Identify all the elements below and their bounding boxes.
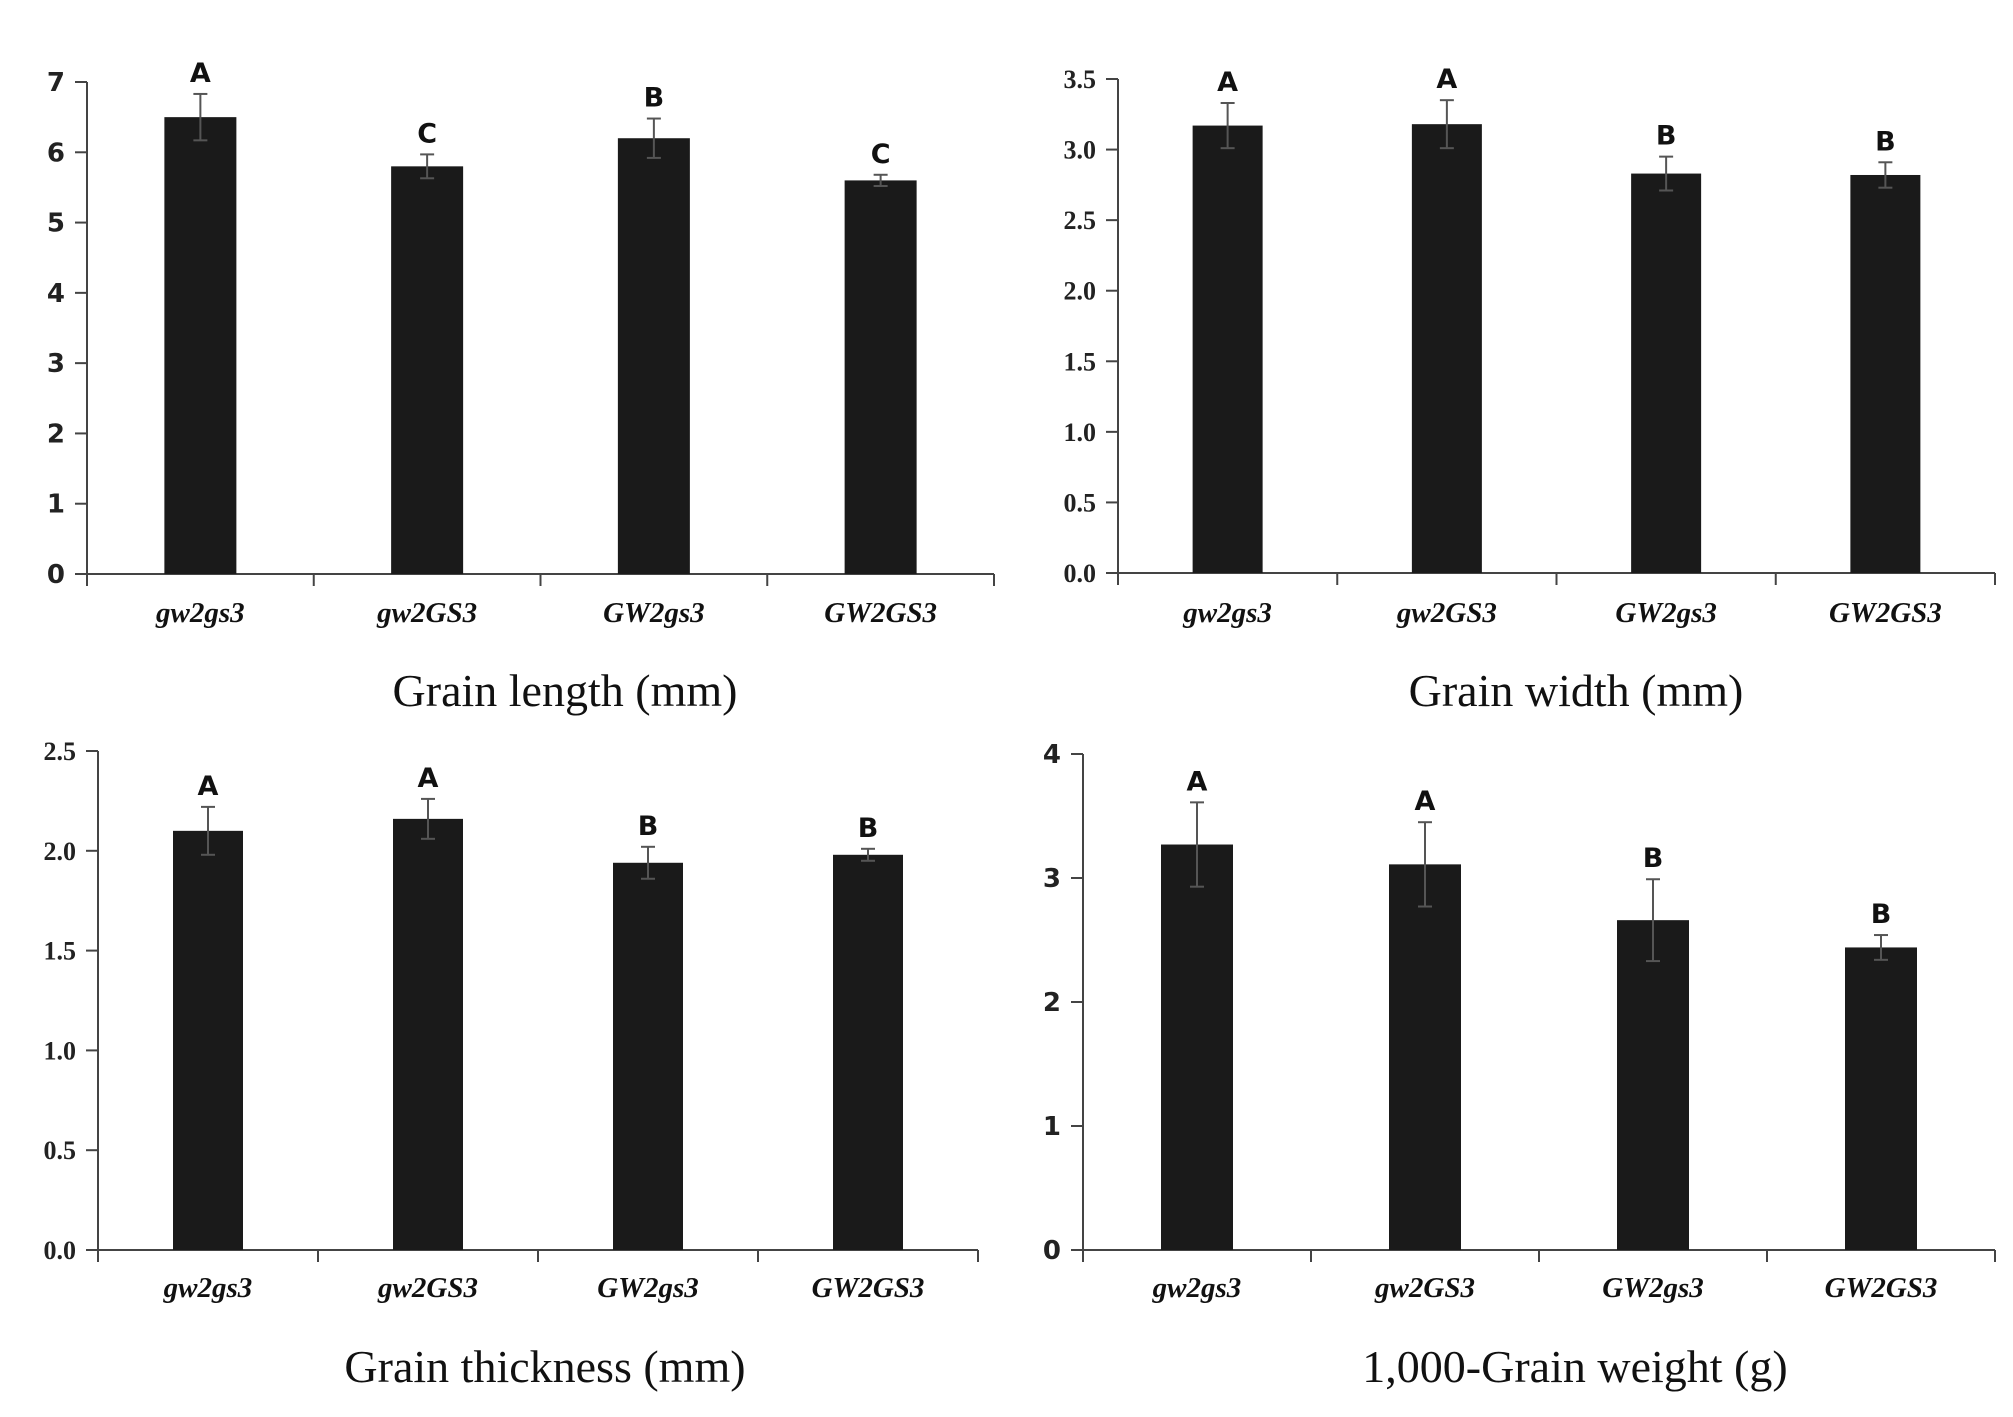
bar-gw2GS3: [391, 166, 464, 575]
significance-letter: A: [1436, 64, 1457, 95]
significance-letter: B: [1871, 899, 1892, 930]
significance-letter: B: [638, 811, 659, 842]
y-tick-label: 1: [1043, 1112, 1061, 1142]
bar-gw2GS3: [1411, 124, 1482, 573]
significance-letter: B: [1656, 121, 1677, 152]
significance-letter: C: [417, 118, 437, 149]
significance-letter: B: [644, 83, 665, 114]
significance-letter: C: [871, 139, 891, 170]
bar-GW2GS3: [1845, 947, 1917, 1250]
significance-letter: A: [198, 771, 219, 802]
y-tick-label: 2.0: [1064, 277, 1097, 306]
y-tick-label: 4: [1043, 740, 1061, 770]
x-category-label: GW2GS3: [1829, 597, 1942, 629]
significance-letter: B: [1643, 843, 1664, 874]
significance-letter: A: [1187, 766, 1208, 797]
y-tick-label: 5: [47, 209, 65, 239]
bar-GW2gs3: [613, 862, 683, 1250]
significance-letter: A: [418, 763, 439, 794]
chart-title: 1,000-Grain weight (g): [1362, 1341, 1787, 1392]
bar-gw2GS3: [1389, 864, 1461, 1250]
bar-gw2gs3: [1192, 125, 1263, 573]
y-tick-label: 3.5: [1064, 65, 1097, 94]
chart-title: Grain width (mm): [1409, 665, 1744, 716]
significance-letter: B: [1875, 126, 1896, 157]
y-tick-label: 7: [47, 68, 65, 98]
significance-letter: B: [858, 813, 879, 844]
bar-gw2gs3: [1161, 844, 1233, 1250]
y-tick-label: 2: [1043, 988, 1061, 1018]
bar-gw2gs3: [173, 830, 243, 1250]
y-tick-label: 1.5: [1064, 347, 1097, 376]
bar-GW2GS3: [833, 854, 903, 1250]
y-tick-label: 0.0: [44, 1236, 77, 1265]
x-category-label: gw2GS3: [1396, 597, 1497, 629]
y-tick-label: 1: [47, 490, 65, 520]
y-tick-label: 1.0: [1064, 418, 1097, 447]
x-category-label: GW2GS3: [824, 597, 937, 629]
x-category-label: gw2gs3: [1152, 1272, 1242, 1304]
x-category-label: gw2gs3: [1182, 597, 1272, 629]
y-tick-label: 6: [47, 138, 65, 168]
y-tick-label: 2.5: [1064, 206, 1097, 235]
y-tick-label: 0.0: [1064, 559, 1097, 588]
x-category-label: GW2GS3: [1825, 1272, 1938, 1304]
significance-letter: A: [1217, 67, 1238, 98]
x-category-label: GW2gs3: [603, 597, 705, 629]
x-category-label: gw2gs3: [163, 1272, 253, 1304]
bar-GW2gs3: [1617, 920, 1689, 1250]
bar-gw2gs3: [164, 117, 237, 575]
y-tick-label: 3: [1043, 864, 1061, 894]
bar-GW2GS3: [844, 180, 917, 574]
x-category-label: gw2GS3: [376, 597, 477, 629]
bar-GW2GS3: [1850, 174, 1921, 573]
x-category-label: GW2gs3: [1602, 1272, 1704, 1304]
y-tick-label: 0.5: [1064, 488, 1097, 517]
bar-GW2gs3: [1631, 173, 1702, 573]
y-tick-label: 4: [47, 279, 65, 309]
x-category-label: GW2gs3: [1615, 597, 1717, 629]
y-tick-label: 3.0: [1064, 136, 1097, 165]
y-tick-label: 0.5: [44, 1136, 77, 1165]
y-tick-label: 1.5: [44, 937, 77, 966]
significance-letter: A: [1415, 786, 1436, 817]
y-tick-label: 0: [47, 560, 65, 590]
y-tick-label: 3: [47, 349, 65, 379]
chart-title: Grain thickness (mm): [344, 1341, 745, 1392]
x-category-label: GW2gs3: [597, 1272, 699, 1304]
y-tick-label: 1.0: [44, 1036, 77, 1065]
y-tick-label: 0: [1043, 1236, 1061, 1266]
x-category-label: gw2gs3: [155, 597, 245, 629]
x-category-label: GW2GS3: [812, 1272, 925, 1304]
y-tick-label: 2.5: [44, 737, 77, 766]
chart-title: Grain length (mm): [393, 665, 738, 716]
y-tick-label: 2: [47, 419, 65, 449]
y-tick-label: 2.0: [44, 837, 77, 866]
x-category-label: gw2GS3: [1374, 1272, 1475, 1304]
bar-gw2GS3: [393, 818, 463, 1250]
x-category-label: gw2GS3: [377, 1272, 478, 1304]
significance-letter: A: [190, 58, 211, 89]
bar-GW2gs3: [617, 138, 690, 574]
